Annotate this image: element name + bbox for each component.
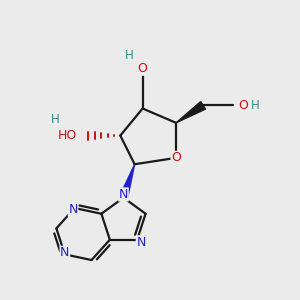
Text: N: N (119, 188, 128, 201)
Text: O: O (238, 99, 248, 112)
Text: O: O (138, 62, 148, 75)
Text: H: H (251, 99, 260, 112)
Polygon shape (120, 164, 135, 199)
Text: H: H (51, 113, 59, 126)
Text: HO: HO (58, 129, 77, 142)
Text: O: O (171, 152, 181, 164)
Text: N: N (136, 236, 146, 249)
Text: N: N (68, 203, 78, 216)
Text: N: N (60, 246, 70, 259)
Polygon shape (176, 102, 206, 123)
Text: H: H (125, 50, 134, 62)
